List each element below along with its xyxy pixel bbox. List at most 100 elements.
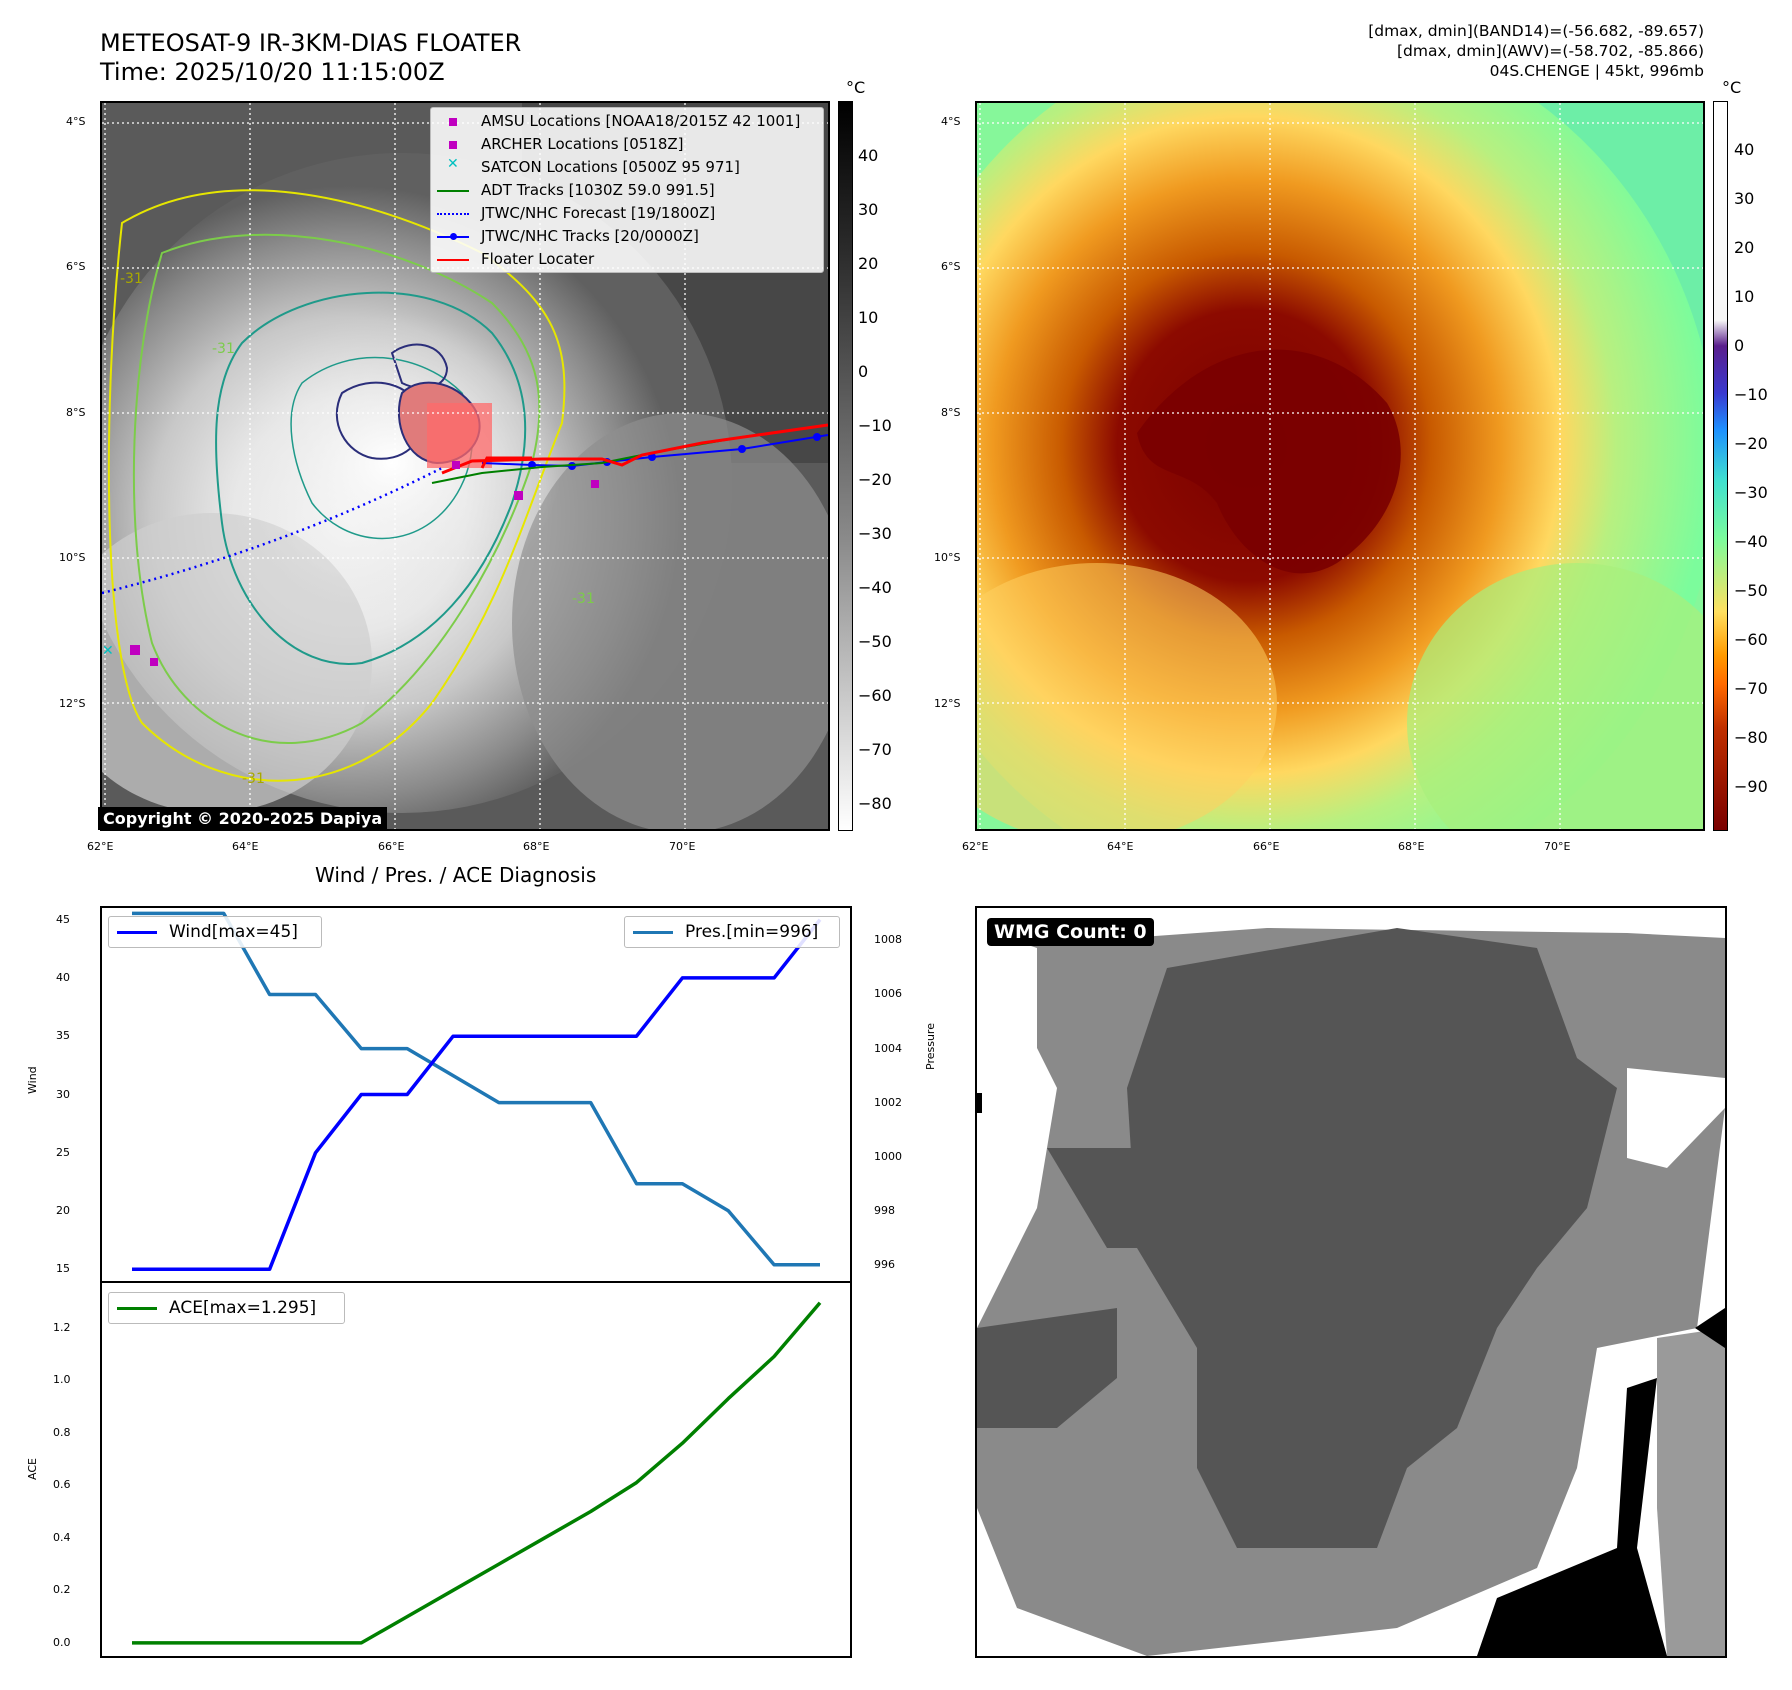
stats-storm: 04S.CHENGE | 45kt, 996mb xyxy=(1489,62,1704,80)
ace-tick-label: 1.0 xyxy=(53,1373,71,1387)
contour-label: -31 xyxy=(120,271,143,287)
lon-label: 66°E xyxy=(1253,840,1280,853)
legend-item-archer: ARCHER Locations [0518Z] xyxy=(431,135,823,157)
adt-line-icon xyxy=(437,190,469,192)
ir-cbar-unit: °C xyxy=(846,78,866,97)
lon-label: 70°E xyxy=(1544,840,1571,853)
lat-label: 4°S xyxy=(66,115,86,128)
pressure-axis-label: Pressure xyxy=(924,1023,937,1070)
wv-cbar-unit: °C xyxy=(1722,78,1742,97)
ace-tick-label: 1.2 xyxy=(53,1320,71,1334)
wind-tick-label: 35 xyxy=(56,1029,70,1043)
pressure-legend: Pres.[min=996] xyxy=(624,916,840,948)
satcon-marker-icon: ✕ xyxy=(447,156,459,172)
wv-cbar-tick: −30 xyxy=(1734,483,1768,502)
pressure-tick-label: 1008 xyxy=(874,933,902,947)
pressure-tick-label: 1000 xyxy=(874,1149,902,1163)
wind-series-line xyxy=(132,918,822,1272)
wv-cbar-tick: 10 xyxy=(1734,287,1755,306)
satcon-marker: ✕ xyxy=(102,643,114,659)
forecast-line-icon xyxy=(437,213,469,215)
pressure-tick-label: 1004 xyxy=(874,1041,902,1055)
lon-label: 68°E xyxy=(523,840,550,853)
ace-tick-label: 0.0 xyxy=(53,1635,71,1649)
wv-cbar-tick: 30 xyxy=(1734,189,1755,208)
lat-label: 12°S xyxy=(59,697,86,710)
chart-title: METEOSAT-9 IR-3KM-DIAS FLOATER xyxy=(100,29,522,57)
pressure-series-line xyxy=(132,911,820,1267)
ace-line-icon xyxy=(117,1307,157,1310)
ir-cbar-tick: 0 xyxy=(858,362,869,381)
contour-label: -31 xyxy=(242,771,265,787)
wmg-count-badge: WMG Count: 0 xyxy=(987,918,1154,946)
pressure-tick-label: 996 xyxy=(874,1257,895,1271)
wind-tick-label: 15 xyxy=(56,1262,70,1276)
pressure-tick-label: 1002 xyxy=(874,1095,902,1109)
map-legend: AMSU Locations [NOAA18/2015Z 42 1001] AR… xyxy=(430,107,824,273)
wv-cbar-tick: −20 xyxy=(1734,434,1768,453)
ace-tick-label: 0.6 xyxy=(53,1478,71,1492)
lat-label: 8°S xyxy=(941,406,961,419)
jtwc-dot-icon xyxy=(450,233,457,240)
copyright-badge: Copyright © 2020-2025 Dapiya xyxy=(98,807,388,830)
ir-cbar-tick: −30 xyxy=(858,524,892,543)
wv-cbar-tick: −10 xyxy=(1734,385,1768,404)
ir-cbar-tick: −70 xyxy=(858,740,892,759)
lon-label: 70°E xyxy=(669,840,696,853)
diag-title: Wind / Pres. / ACE Diagnosis xyxy=(315,863,597,887)
ir-cbar-tick: 40 xyxy=(858,146,879,165)
archer-amsu-markers xyxy=(130,461,599,666)
wind-legend: Wind[max=45] xyxy=(108,916,322,948)
legend-item-adt: ADT Tracks [1030Z 59.0 991.5] xyxy=(431,181,823,203)
wind-tick-label: 40 xyxy=(56,970,70,984)
ace-tick-label: 0.2 xyxy=(53,1583,71,1597)
ir-cbar-tick: −40 xyxy=(858,578,892,597)
lat-label: 12°S xyxy=(934,697,961,710)
wind-axis-label: Wind xyxy=(26,1066,39,1094)
lat-label: 4°S xyxy=(941,115,961,128)
lat-label: 10°S xyxy=(59,551,86,564)
floater-locater xyxy=(441,423,828,475)
wv-cbar-tick: 40 xyxy=(1734,140,1755,159)
ir-cbar-tick: −10 xyxy=(858,416,892,435)
lat-label: 6°S xyxy=(941,260,961,273)
ace-tick-label: 0.4 xyxy=(53,1530,71,1544)
wv-cbar-tick: −80 xyxy=(1734,728,1768,747)
wv-cbar-tick: 20 xyxy=(1734,238,1755,257)
wv-map xyxy=(975,101,1705,831)
wind-tick-label: 45 xyxy=(56,912,70,926)
wv-grid xyxy=(977,103,1703,829)
wv-cbar-tick: −40 xyxy=(1734,532,1768,551)
legend-item-satcon: ✕ SATCON Locations [0500Z 95 971] xyxy=(447,156,740,176)
pressure-tick-label: 1006 xyxy=(874,987,902,1001)
ace-tick-label: 0.8 xyxy=(53,1425,71,1439)
amsu-marker-icon xyxy=(449,118,457,126)
legend-item-amsu: AMSU Locations [NOAA18/2015Z 42 1001] xyxy=(431,112,823,134)
lon-label: 62°E xyxy=(962,840,989,853)
legend-item-floater: Floater Locater xyxy=(431,250,823,272)
wv-cbar-tick: −50 xyxy=(1734,581,1768,600)
lon-label: 64°E xyxy=(1107,840,1134,853)
ir-colorbar xyxy=(838,101,853,831)
ir-map: ✕ -31 -31 -31 -31 xyxy=(100,101,830,831)
wind-tick-label: 30 xyxy=(56,1087,70,1101)
wind-tick-label: 20 xyxy=(56,1204,70,1218)
wv-cbar-tick: −90 xyxy=(1734,777,1768,796)
ace-axis-label: ACE xyxy=(26,1458,39,1480)
lat-label: 8°S xyxy=(66,406,86,419)
ace-plot xyxy=(100,1281,852,1658)
wv-cbar-tick: −70 xyxy=(1734,679,1768,698)
jtwc-forecast-track xyxy=(102,466,443,595)
contour-label: -31 xyxy=(212,341,235,357)
chart-time: Time: 2025/10/20 11:15:00Z xyxy=(100,58,445,86)
ace-legend: ACE[max=1.295] xyxy=(108,1292,345,1324)
ir-cbar-tick: −50 xyxy=(858,632,892,651)
archer-marker-icon xyxy=(449,141,457,149)
legend-item-forecast: JTWC/NHC Forecast [19/1800Z] xyxy=(431,204,823,226)
lat-label: 10°S xyxy=(934,551,961,564)
wind-pressure-svg xyxy=(132,911,822,1272)
ace-series-line xyxy=(132,1301,822,1645)
wind-pressure-plot xyxy=(100,906,852,1283)
stats-awv: [dmax, dmin](AWV)=(-58.702, -85.866) xyxy=(1397,42,1704,60)
lon-label: 68°E xyxy=(1398,840,1425,853)
